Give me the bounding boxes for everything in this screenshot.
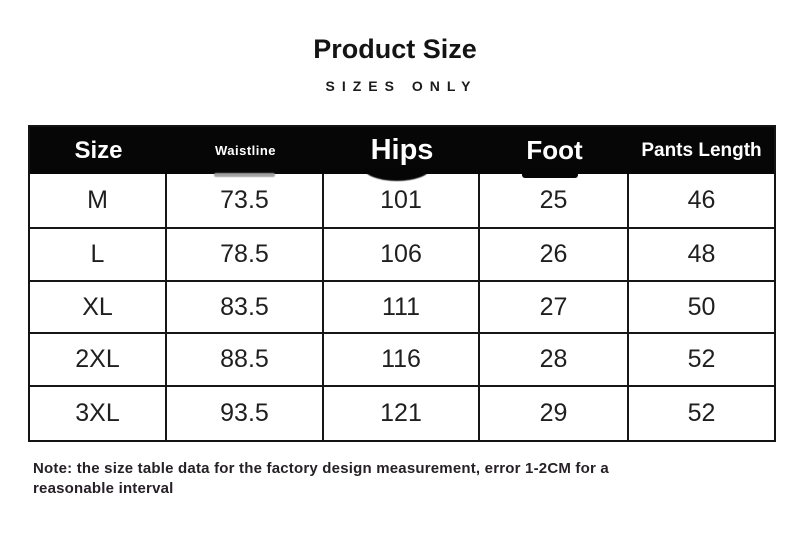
waistline-value-cell: 93.5 — [167, 387, 324, 440]
pants-length-value-cell: 48 — [629, 229, 774, 282]
header-cell-pants-length: Pants Length — [629, 127, 774, 174]
measurement-note-line1: Note: the size table data for the factor… — [33, 460, 609, 477]
waistline-value-cell: 78.5 — [167, 229, 324, 282]
size-label-cell: XL — [30, 282, 167, 334]
size-label-cell: 3XL — [30, 387, 167, 440]
hips-value-cell: 111 — [324, 282, 480, 334]
pants-length-value-cell: 52 — [629, 387, 774, 440]
page-subtitle: SIZES ONLY — [325, 78, 478, 94]
size-label-cell: M — [30, 174, 167, 229]
header-cell-hips: Hips — [324, 127, 480, 174]
foot-value-cell: 25 — [480, 174, 629, 229]
foot-value-cell: 26 — [480, 229, 629, 282]
size-label-cell: L — [30, 229, 167, 282]
pants-length-value-cell: 52 — [629, 334, 774, 387]
size-table: Size Waistline Hips Foot Pants Length M … — [28, 125, 776, 442]
foot-value-cell: 29 — [480, 387, 629, 440]
foot-header-ink-bump — [522, 169, 578, 178]
pants-length-value-cell: 46 — [629, 174, 774, 229]
hips-value-cell: 106 — [324, 229, 480, 282]
hips-value-cell: 121 — [324, 387, 480, 440]
waistline-header-smudge — [214, 173, 275, 177]
foot-value-cell: 28 — [480, 334, 629, 387]
hips-value-cell: 116 — [324, 334, 480, 387]
header-cell-size: Size — [30, 127, 167, 174]
measurement-note: Note: the size table data for the factor… — [33, 459, 673, 498]
header-cell-waistline: Waistline — [167, 127, 324, 174]
pants-length-value-cell: 50 — [629, 282, 774, 334]
hips-value-cell: 101 — [324, 174, 480, 229]
header-cell-foot: Foot — [480, 127, 629, 174]
waistline-value-cell: 73.5 — [167, 174, 324, 229]
size-label-cell: 2XL — [30, 334, 167, 387]
waistline-value-cell: 88.5 — [167, 334, 324, 387]
hips-header-ink-bump — [364, 167, 430, 181]
waistline-value-cell: 83.5 — [167, 282, 324, 334]
page-title: Product Size — [313, 34, 477, 64]
foot-value-cell: 27 — [480, 282, 629, 334]
measurement-note-line2: reasonable interval — [33, 479, 174, 497]
